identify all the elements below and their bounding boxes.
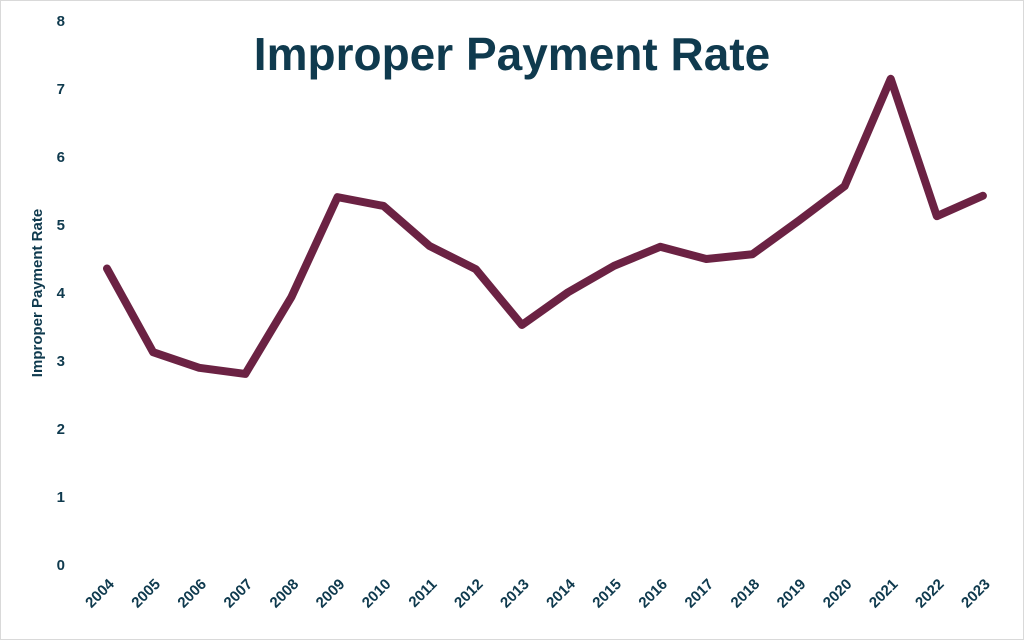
y-tick-label: 4 (57, 285, 66, 302)
y-tick-label: 7 (57, 81, 65, 98)
x-tick-label: 2021 (866, 576, 902, 612)
y-tick-label: 1 (57, 489, 65, 506)
x-tick-label: 2010 (359, 576, 395, 612)
y-tick-label: 5 (57, 217, 65, 234)
x-tick-label: 2023 (958, 576, 994, 612)
x-tick-label: 2018 (728, 576, 764, 612)
x-tick-label: 2020 (820, 576, 856, 612)
y-tick-label: 6 (57, 149, 65, 166)
y-tick-label: 8 (57, 13, 65, 30)
x-tick-label: 2006 (174, 576, 210, 612)
x-tick-label: 2008 (267, 576, 303, 612)
x-tick-label: 2012 (451, 576, 487, 612)
y-tick-label: 0 (57, 557, 65, 574)
x-tick-label: 2013 (497, 576, 533, 612)
x-tick-label: 2007 (221, 576, 257, 612)
y-tick-label: 2 (57, 421, 65, 438)
x-tick-label: 2022 (912, 576, 948, 612)
y-axis-label: Improper Payment Rate (29, 209, 46, 377)
x-tick-label: 2016 (635, 576, 671, 612)
x-tick-label: 2005 (128, 576, 164, 612)
y-tick-label: 3 (57, 353, 65, 370)
x-tick-label: 2014 (543, 575, 579, 611)
x-tick-label: 2015 (589, 576, 625, 612)
x-tick-label: 2009 (313, 576, 349, 612)
x-tick-label: 2011 (405, 576, 440, 611)
x-tick-label: 2017 (682, 576, 718, 612)
x-tick-label: 2019 (774, 576, 810, 612)
chart-title: Improper Payment Rate (254, 28, 770, 80)
series-line (103, 74, 987, 378)
x-tick-label: 2004 (82, 575, 118, 611)
